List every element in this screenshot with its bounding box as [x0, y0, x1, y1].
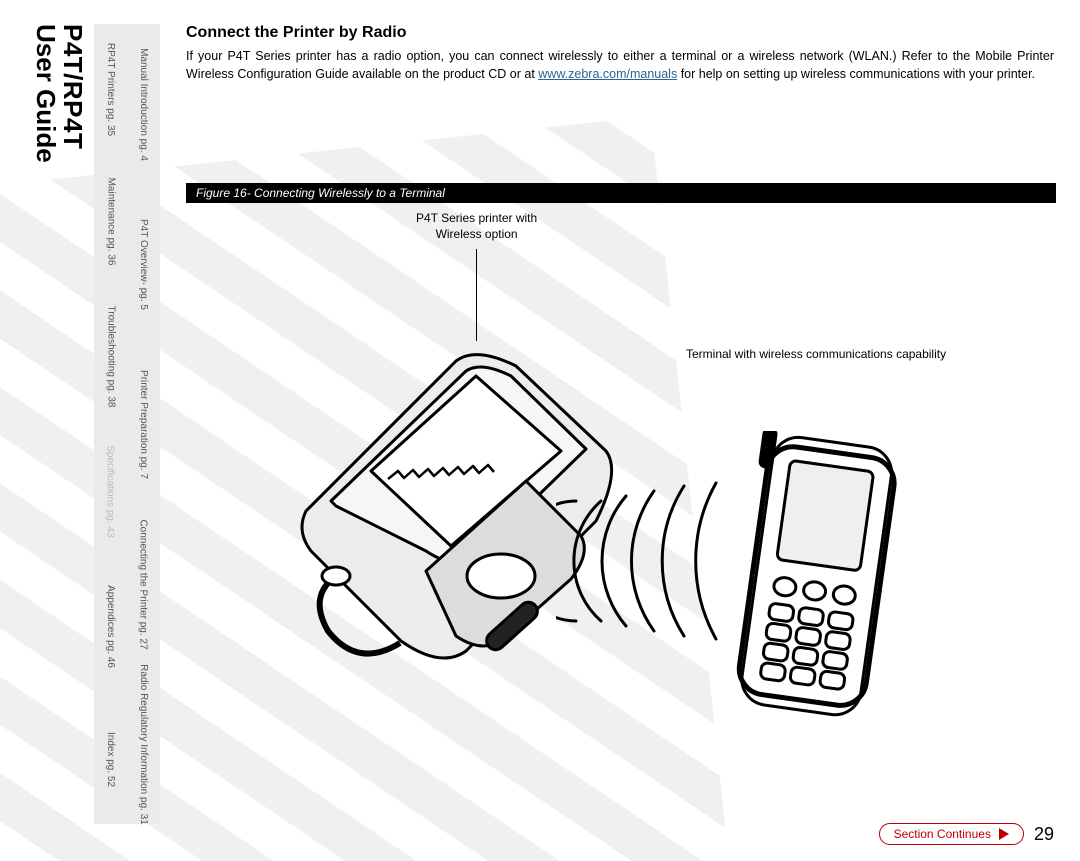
nav-link[interactable]: Connecting the Printer pg. 27	[127, 504, 160, 664]
nav-link[interactable]: RP4T Printers pg. 35	[94, 24, 127, 154]
doc-title-line1: P4T/RP4T	[59, 24, 86, 204]
nav-link-label: Radio Regulatory Information pg. 31	[138, 664, 149, 825]
nav-link-label: Specifications pg. 43	[105, 445, 116, 537]
page-footer: Section Continues 29	[879, 823, 1054, 845]
nav-link[interactable]: Manual Introduction pg. 4	[127, 24, 160, 184]
label-printer: P4T Series printer with Wireless option	[416, 211, 537, 242]
side-nav-col-outer: RP4T Printers pg. 35 Maintenance pg. 36 Tr…	[94, 24, 127, 824]
nav-link[interactable]: Troubleshooting pg. 38	[94, 289, 127, 424]
para-post: for help on setting up wireless communic…	[677, 67, 1035, 81]
nav-link-label: Printer Preparation pg. 7	[138, 370, 149, 479]
doc-title-line2: User Guide	[31, 24, 58, 204]
label-printer-l1: P4T Series printer with	[416, 211, 537, 225]
terminal-illustration	[726, 431, 906, 731]
label-terminal: Terminal with wireless communications ca…	[686, 347, 946, 363]
nav-link-label: Maintenance pg. 36	[105, 178, 116, 266]
continue-arrow-icon	[999, 828, 1009, 840]
label-printer-l2: Wireless option	[436, 227, 518, 241]
side-nav: RP4T Printers pg. 35 Maintenance pg. 36 Tr…	[94, 24, 160, 824]
doc-title: P4T/RP4T User Guide	[14, 24, 86, 204]
nav-link-label: Troubleshooting pg. 38	[105, 306, 116, 408]
section-heading: Connect the Printer by Radio	[186, 24, 1054, 42]
page-root: P4T/RP4T User Guide RP4T Printers pg. 35…	[0, 0, 1080, 861]
nav-link[interactable]: P4T Overview- pg. 5	[127, 184, 160, 344]
nav-link[interactable]: Maintenance pg. 36	[94, 154, 127, 289]
nav-link-label: Manual Introduction pg. 4	[138, 48, 149, 161]
nav-link[interactable]: Appendices pg. 46	[94, 559, 127, 694]
manuals-link[interactable]: www.zebra.com/manuals	[538, 67, 677, 81]
nav-link[interactable]: Printer Preparation pg. 7	[127, 344, 160, 504]
nav-link[interactable]: Radio Regulatory Information pg. 31	[127, 664, 160, 824]
content-area: Connect the Printer by Radio If your P4T…	[186, 24, 1054, 841]
nav-link-label: RP4T Printers pg. 35	[105, 42, 116, 135]
page-number: 29	[1034, 824, 1054, 845]
pill-label: Section Continues	[894, 827, 991, 841]
section-continues-pill: Section Continues	[879, 823, 1024, 845]
figure-area: P4T Series printer with Wireless option …	[186, 211, 1056, 751]
nav-link[interactable]: Index pg. 52	[94, 694, 127, 824]
intro-paragraph: If your P4T Series printer has a radio o…	[186, 48, 1054, 83]
nav-link-label: Index pg. 52	[105, 731, 116, 786]
nav-link-label: Connecting the Printer pg. 27	[138, 519, 149, 649]
nav-link-label: P4T Overview- pg. 5	[138, 219, 149, 310]
side-nav-col-inner: Manual Introduction pg. 4 P4T Overview- p…	[127, 24, 160, 824]
figure-caption-bar: Figure 16- Connecting Wirelessly to a Te…	[186, 183, 1056, 203]
nav-link-label: Appendices pg. 46	[105, 585, 116, 668]
nav-link[interactable]: Specifications pg. 43	[94, 424, 127, 559]
